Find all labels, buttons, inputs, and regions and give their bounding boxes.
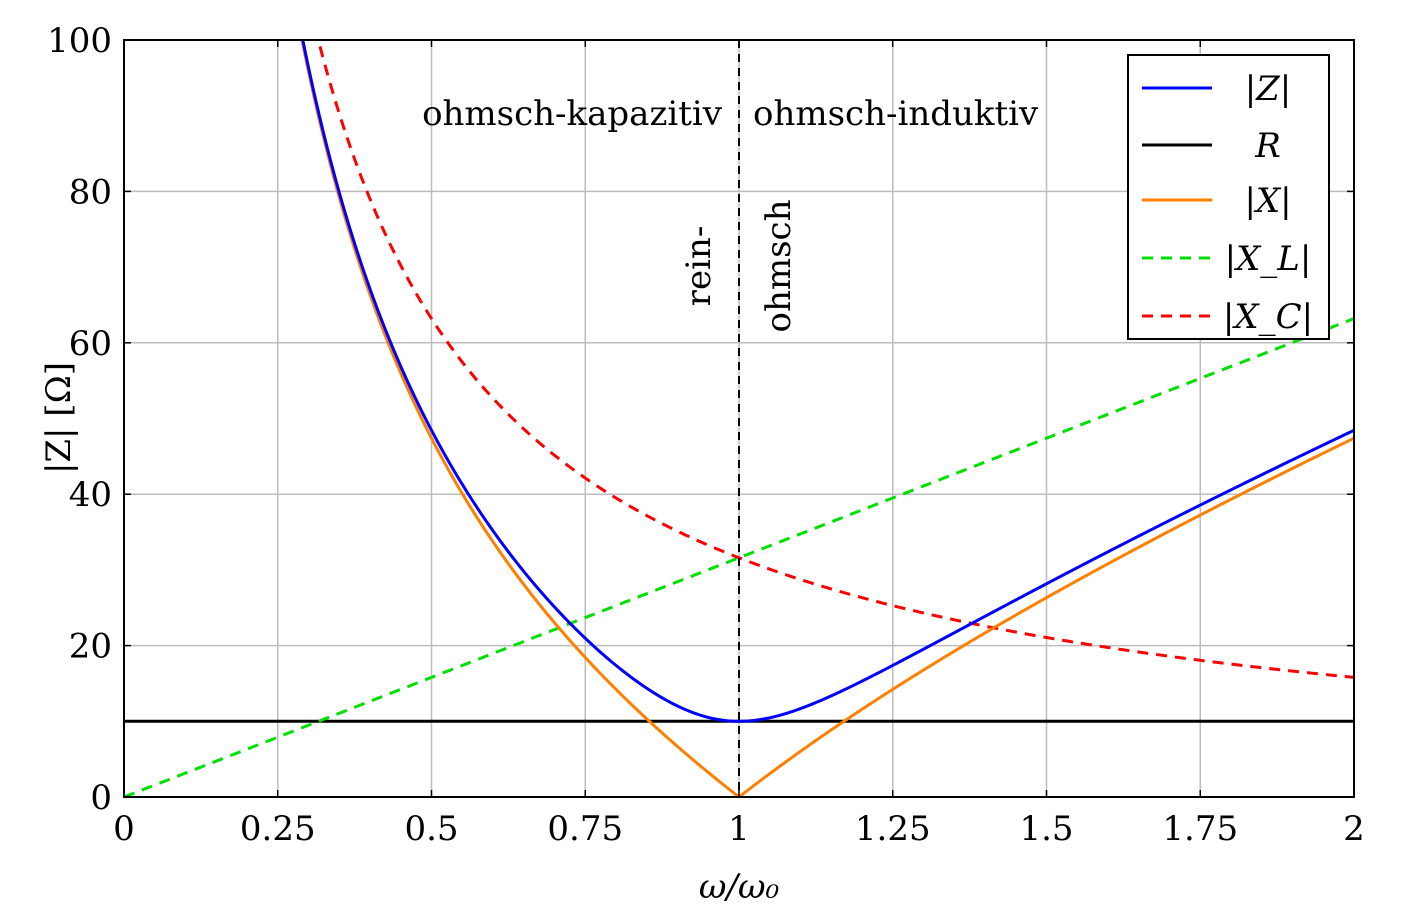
x-tick-label-7: 1.75 (1162, 809, 1238, 849)
legend-label-x: |X| (1244, 181, 1291, 221)
x-tick-label-8: 2 (1343, 809, 1365, 849)
x-tick-label-0: 0 (113, 809, 135, 849)
series-line-z (301, 40, 1354, 723)
y-axis-label: |Z| [Ω] (39, 362, 79, 474)
series-lines (124, 40, 1354, 797)
series-line-xc (316, 40, 1354, 679)
y-tick-label-4: 80 (69, 172, 112, 212)
legend-label-xl: |X_L| (1225, 239, 1312, 279)
x-tick-label-4: 1 (728, 809, 750, 849)
legend-label-z: |Z| (1245, 69, 1292, 109)
y-tick-label-0: 0 (90, 778, 112, 818)
resonance-label-part2: ohmsch (759, 200, 799, 333)
x-tick-label-3: 0.75 (547, 809, 623, 849)
region-label-left: ohmsch-kapazitiv (422, 94, 723, 134)
x-tick-label-6: 1.5 (1019, 809, 1073, 849)
x-tick-label-5: 1.25 (855, 809, 931, 849)
legend-label-r: R (1254, 126, 1281, 166)
legend-label-xc: |X_C| (1223, 297, 1313, 337)
legend: |Z| R |X| |X_L| |X_C| (1127, 54, 1330, 340)
y-tick-label-2: 40 (69, 475, 112, 515)
y-tick-label-1: 20 (69, 627, 112, 667)
x-tick-label-2: 0.5 (404, 809, 458, 849)
x-axis-label: ω/ω₀ (699, 867, 780, 907)
region-label-right: ohmsch-induktiv (753, 94, 1039, 134)
legend-box (1127, 54, 1330, 340)
y-tick-label-3: 60 (69, 324, 112, 364)
x-tick-label-1: 0.25 (240, 809, 316, 849)
series-line-xl (124, 317, 1354, 797)
resonance-label-part1: rein- (679, 226, 719, 307)
y-tick-label-5: 100 (47, 21, 112, 61)
